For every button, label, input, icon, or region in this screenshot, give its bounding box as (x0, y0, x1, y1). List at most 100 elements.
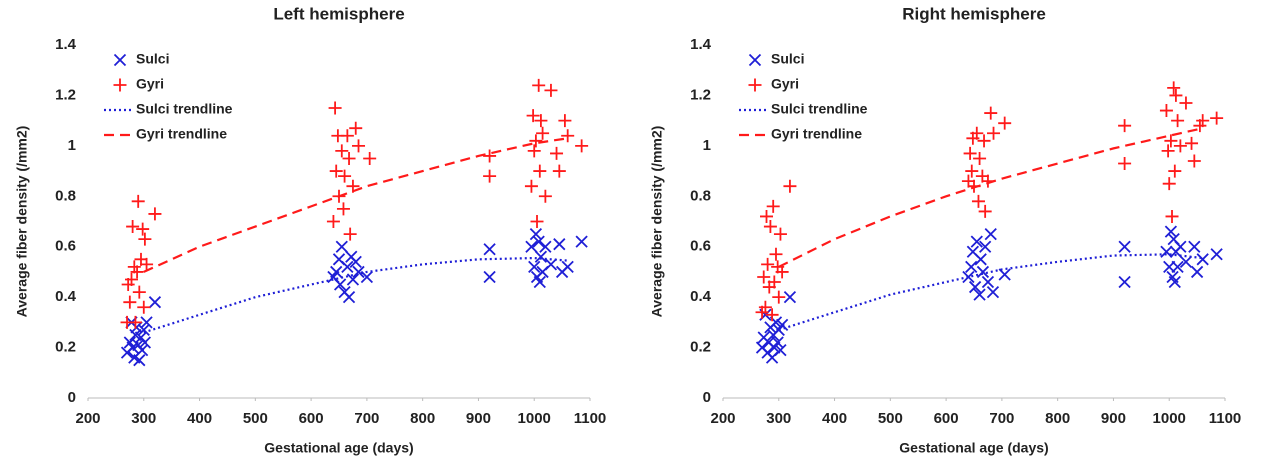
x-marker (973, 288, 986, 301)
x-marker (748, 53, 762, 67)
plus-marker (1118, 157, 1132, 171)
x-marker (984, 227, 997, 241)
x-marker (986, 285, 1000, 299)
y-tick-label: 1 (68, 137, 76, 154)
x-marker (1171, 260, 1184, 274)
plus-marker (1165, 209, 1179, 223)
plus-marker (1118, 119, 1132, 133)
x-marker (775, 318, 789, 332)
plus-marker (349, 121, 363, 135)
plus-marker (1169, 88, 1183, 102)
x-marker (561, 260, 574, 274)
x-marker (1160, 245, 1173, 258)
trendline (778, 253, 1203, 331)
y-tick-label: 0 (703, 389, 711, 406)
x-marker (979, 240, 992, 253)
x-tick-label: 200 (710, 410, 735, 427)
legend-label: Gyri (771, 76, 799, 92)
x-tick-label: 400 (187, 410, 212, 427)
plus-marker (336, 202, 350, 216)
x-marker (771, 336, 784, 349)
plus-marker (977, 134, 991, 148)
trendline (778, 127, 1203, 268)
plus-marker (766, 199, 780, 213)
plus-marker (561, 129, 575, 143)
x-marker (113, 53, 127, 67)
plus-marker (352, 139, 366, 153)
x-tick-label: 400 (822, 410, 847, 427)
plus-marker (530, 215, 544, 228)
x-marker (133, 354, 146, 367)
plus-marker (757, 270, 771, 284)
x-marker (1164, 225, 1178, 238)
plus-marker (125, 272, 139, 286)
x-marker (528, 260, 541, 274)
y-tick-label: 0.4 (690, 288, 712, 305)
x-marker (148, 296, 162, 309)
plus-marker (126, 220, 140, 234)
plus-marker (529, 134, 543, 148)
plus-marker (532, 78, 546, 92)
chart-title: Left hemisphere (273, 4, 404, 23)
plus-marker (328, 101, 342, 115)
plus-marker (1159, 104, 1173, 118)
plus-marker (130, 265, 144, 279)
x-tick-label: 500 (243, 410, 268, 427)
plus-marker (973, 151, 987, 165)
plus-marker (984, 106, 998, 120)
plus-marker (965, 164, 979, 178)
x-marker (1174, 240, 1187, 253)
x-marker (974, 253, 987, 266)
x-tick-label: 300 (766, 410, 791, 427)
plus-marker (335, 144, 349, 158)
plus-marker (575, 139, 589, 153)
x-marker (968, 280, 982, 294)
x-marker (525, 240, 538, 253)
legend-label: Gyri trendline (771, 126, 862, 142)
y-tick-label: 0.6 (55, 238, 76, 255)
x-marker (1196, 253, 1209, 266)
x-marker (533, 275, 546, 289)
x-tick-label: 200 (75, 410, 100, 427)
plus-marker (136, 222, 150, 236)
plus-marker (329, 164, 343, 178)
plus-marker (767, 275, 781, 289)
x-marker (1168, 275, 1181, 289)
plus-marker (783, 179, 797, 193)
plus-marker (138, 232, 152, 246)
plus-marker (326, 215, 340, 228)
y-tick-label: 0.8 (55, 187, 76, 204)
legend-label: Sulci (136, 51, 169, 67)
plus-marker (773, 227, 787, 241)
x-tick-label: 500 (878, 410, 903, 427)
plus-marker (558, 114, 572, 128)
x-marker (774, 343, 787, 357)
x-marker (962, 270, 975, 284)
plus-marker (340, 129, 354, 143)
plus-marker (1179, 96, 1193, 110)
chart-title: Right hemisphere (902, 4, 1046, 23)
y-tick-label: 0.4 (55, 288, 77, 305)
plus-marker (1210, 111, 1224, 125)
plus-marker (342, 151, 356, 165)
plus-marker (131, 194, 145, 208)
plus-marker (765, 308, 779, 322)
x-tick-label: 600 (934, 410, 959, 427)
plus-marker (343, 227, 357, 241)
y-tick-label: 1.4 (690, 36, 712, 53)
plus-marker (772, 290, 786, 304)
plus-marker (363, 151, 377, 165)
legend-label: Sulci trendline (771, 101, 868, 117)
plus-marker (132, 285, 146, 299)
plus-marker (1187, 154, 1201, 168)
x-marker (342, 291, 356, 304)
plus-marker (1162, 177, 1176, 191)
plus-marker (761, 257, 775, 271)
y-tick-label: 1 (703, 137, 711, 154)
legend-label: Gyri trendline (136, 126, 227, 142)
x-tick-label: 900 (466, 410, 491, 427)
plus-marker (544, 83, 558, 97)
x-marker (976, 265, 990, 279)
x-marker (346, 273, 360, 286)
